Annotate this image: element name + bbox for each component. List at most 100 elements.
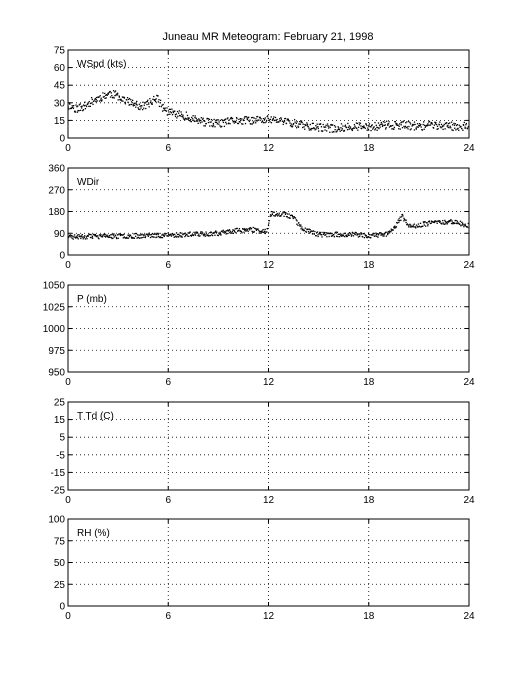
panel-1-data-point xyxy=(187,118,190,120)
panel-2-data-point xyxy=(400,216,403,218)
panel-1-data-point xyxy=(89,105,91,108)
panel-1-data-point xyxy=(231,117,234,120)
panel-1-data-point xyxy=(194,115,196,117)
panel-1-data-point xyxy=(390,125,392,127)
panel-1-data-point xyxy=(127,98,130,101)
panel-2-data-point xyxy=(311,233,314,235)
panel-1-data-point xyxy=(130,99,132,101)
panel-2-data-point xyxy=(382,233,385,235)
panel-2-data-point xyxy=(240,231,243,233)
panel-2-data-point xyxy=(462,224,464,226)
panel-1-data-point xyxy=(311,122,314,125)
panel-1-data-point xyxy=(322,130,324,132)
panel-2-data-point xyxy=(161,234,163,236)
panel-2-data-point xyxy=(390,231,392,233)
panel-1-data-point xyxy=(362,126,365,129)
panel-2-data-point xyxy=(108,236,110,238)
panel-1-data-point xyxy=(139,108,141,111)
panel-1-data-point xyxy=(393,128,395,130)
panel-1-data-point xyxy=(359,122,362,124)
panel-2-data-point xyxy=(82,238,84,240)
panel-1-data-point xyxy=(81,105,83,107)
panel-1-data-point xyxy=(208,118,211,120)
panel-1-data-point xyxy=(256,116,258,118)
panel-2-data-point xyxy=(94,235,96,237)
panel-2-data-point xyxy=(223,231,225,233)
panel-2-data-point xyxy=(451,220,453,222)
panel-2-data-point xyxy=(346,235,348,238)
panel-2-data-point xyxy=(111,237,113,240)
panel-1-data-point xyxy=(466,128,469,130)
panel-2-data-point xyxy=(157,235,160,238)
panel-2-data-point xyxy=(342,234,345,236)
panel-1-data-point xyxy=(146,100,148,103)
panel-2-data-point xyxy=(276,215,279,217)
panel-1-data-point xyxy=(409,121,411,124)
panel-1-data-point xyxy=(345,126,348,129)
panel-2-data-point xyxy=(377,234,380,236)
panel-2-data-point xyxy=(102,234,104,236)
panel-1-data-point xyxy=(280,118,283,120)
panel-1-data-point xyxy=(212,125,214,128)
panel-2-data-point xyxy=(85,236,88,238)
panel-1-data-point xyxy=(344,124,347,126)
panel-2-data-point xyxy=(423,224,425,226)
panel-1-data-point xyxy=(185,111,187,113)
panel-2-data-point xyxy=(379,232,381,234)
panel-1-data-point xyxy=(300,120,303,122)
panel-2-data-point xyxy=(452,223,454,225)
panel-2-data-point xyxy=(442,219,444,222)
panel-2-data-point xyxy=(433,220,436,223)
panel-2-data-point xyxy=(141,233,143,235)
panel-1-data-point xyxy=(431,121,433,124)
panel-2-data-point xyxy=(76,234,79,236)
panel-2-data-point xyxy=(356,233,359,235)
panel-1-data-point xyxy=(372,128,374,130)
panel-1-data-point xyxy=(133,104,136,106)
panel-1-data-point xyxy=(159,102,161,104)
panel-2-data-point xyxy=(177,233,179,236)
panel-1-data-point xyxy=(396,123,398,125)
panel-2-data-point xyxy=(393,227,395,229)
panel-2-data-point xyxy=(199,235,201,237)
panel-1-data-point xyxy=(239,117,242,120)
panel-1-data-point xyxy=(453,122,455,125)
panel-1-data-point xyxy=(68,108,70,110)
panel-1-data-point xyxy=(434,121,436,123)
panel-1-data-point xyxy=(244,122,247,125)
panel-2-data-point xyxy=(179,232,181,234)
panel-2-data-point xyxy=(112,237,114,239)
panel-1-data-point xyxy=(176,110,179,113)
panel-4-ytick-label: -5 xyxy=(56,450,65,461)
panel-1-data-point xyxy=(107,93,109,95)
panel-1-data-point xyxy=(340,127,342,129)
panel-1-data-point xyxy=(295,127,298,129)
panel-1-data-point xyxy=(373,126,375,128)
panel-1-data-point xyxy=(90,102,92,104)
panel-2-data-point xyxy=(463,224,465,226)
panel-2-data-point xyxy=(97,237,99,239)
panel-1-data-point xyxy=(368,124,370,127)
panel-2-data-point xyxy=(207,235,210,237)
panel-1-data-point xyxy=(230,117,232,119)
panel-1-data-point xyxy=(426,124,429,126)
panel-2-data-point xyxy=(322,233,325,236)
panel-1-data-point xyxy=(136,100,138,103)
panel-1-data-point xyxy=(199,122,202,124)
panel-2-data-point xyxy=(320,234,322,236)
panel-1-data-point xyxy=(459,126,461,128)
panel-1-data-point xyxy=(370,124,373,127)
panel-2-data-point xyxy=(415,227,417,229)
panel-2-data-point xyxy=(93,233,95,236)
panel-1-data-point xyxy=(216,119,218,121)
panel-1-data-point xyxy=(449,122,451,124)
panel-1-data-point xyxy=(338,127,340,129)
panel-2-data-point xyxy=(324,234,326,236)
panel-2-data-point xyxy=(461,224,463,226)
panel-1-data-point xyxy=(222,121,225,124)
panel-1-data-point xyxy=(465,122,468,125)
panel-2-data-point xyxy=(352,235,355,237)
panel-1-label: WSpd (kts) xyxy=(77,59,126,70)
panel-2-data-point xyxy=(405,219,407,221)
